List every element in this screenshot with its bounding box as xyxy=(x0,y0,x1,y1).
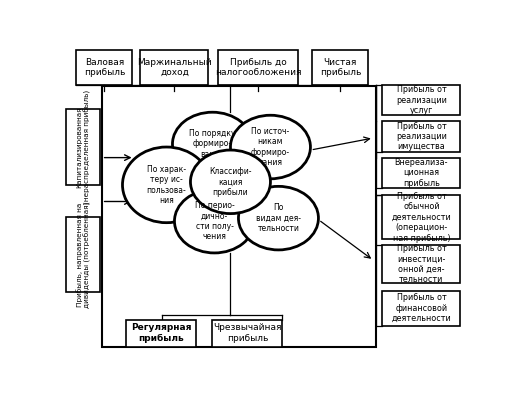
Text: Прибыль, направленная на
дивиденды (потребленная): Прибыль, направленная на дивиденды (потр… xyxy=(76,201,91,308)
FancyBboxPatch shape xyxy=(382,245,460,283)
Ellipse shape xyxy=(174,189,254,253)
Text: Валовая
прибыль: Валовая прибыль xyxy=(84,58,125,77)
Text: Классифи-
кация
прибыли: Классифи- кация прибыли xyxy=(209,167,252,197)
FancyBboxPatch shape xyxy=(67,109,101,185)
Ellipse shape xyxy=(190,150,270,214)
Text: Маржинальный
доход: Маржинальный доход xyxy=(137,58,212,77)
Text: Капитализированная
(нераспределенная прибыль): Капитализированная (нераспределенная при… xyxy=(76,90,91,204)
FancyBboxPatch shape xyxy=(382,291,460,325)
Text: По
видам дея-
тельности: По видам дея- тельности xyxy=(256,203,301,233)
Text: Прибыль от
финансовой
деятельности: Прибыль от финансовой деятельности xyxy=(392,293,452,323)
FancyBboxPatch shape xyxy=(103,86,377,347)
Text: Прибыль от
обычной
деятельности
(операцион-
ная прибыль): Прибыль от обычной деятельности (операци… xyxy=(392,192,452,243)
Text: По порядку
формиро-
вания: По порядку формиро- вания xyxy=(189,129,236,159)
Text: Прибыль от
реализации
услуг: Прибыль от реализации услуг xyxy=(396,85,447,115)
FancyBboxPatch shape xyxy=(382,158,460,188)
Ellipse shape xyxy=(122,147,211,223)
FancyBboxPatch shape xyxy=(140,50,208,85)
Ellipse shape xyxy=(172,112,252,176)
Text: Прибыль от
инвестици-
онной дея-
тельности: Прибыль от инвестици- онной дея- тельнос… xyxy=(396,244,446,285)
FancyBboxPatch shape xyxy=(382,195,460,239)
FancyBboxPatch shape xyxy=(382,121,460,152)
Text: Регулярная
прибыль: Регулярная прибыль xyxy=(131,323,192,343)
FancyBboxPatch shape xyxy=(67,217,101,292)
FancyBboxPatch shape xyxy=(126,320,197,347)
Ellipse shape xyxy=(238,186,318,250)
Text: По перио-
дично-
сти полу-
чения: По перио- дично- сти полу- чения xyxy=(195,201,234,241)
Text: Чистая
прибыль: Чистая прибыль xyxy=(320,58,361,77)
Text: Прибыль до
налогообложения: Прибыль до налогообложения xyxy=(215,58,302,77)
Text: По харак-
теру ис-
пользова-
ния: По харак- теру ис- пользова- ния xyxy=(147,165,186,205)
FancyBboxPatch shape xyxy=(312,50,368,85)
Text: Внереализа-
ционная
прибыль: Внереализа- ционная прибыль xyxy=(395,158,448,187)
FancyBboxPatch shape xyxy=(218,50,298,85)
FancyBboxPatch shape xyxy=(382,85,460,115)
FancyBboxPatch shape xyxy=(213,320,282,347)
Text: Прибыль от
реализации
имущества: Прибыль от реализации имущества xyxy=(396,121,447,151)
FancyBboxPatch shape xyxy=(76,50,133,85)
Ellipse shape xyxy=(231,115,311,179)
Text: Чрезвычайная
прибыль: Чрезвычайная прибыль xyxy=(213,323,282,343)
Text: По источ-
никам
формиро-
вания: По источ- никам формиро- вания xyxy=(251,127,290,167)
